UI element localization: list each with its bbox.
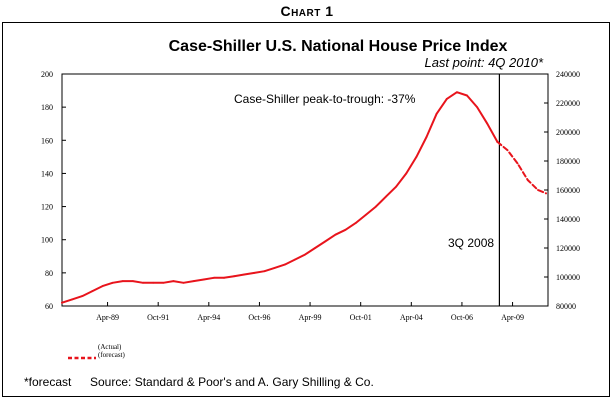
y-right-tick-label: 100000 [556, 273, 580, 282]
chart-frame [2, 22, 610, 397]
actual-point [334, 233, 337, 236]
y-left-tick-label: 200 [41, 70, 53, 79]
series-line-forecast [496, 140, 547, 195]
actual-point [425, 136, 428, 138]
actual-point [415, 155, 418, 158]
chart-number-label: Chart 1 [280, 3, 334, 19]
peak-to-trough-annotation: Case-Shiller peak-to-trough: -37% [234, 92, 416, 106]
y-right-tick-label: 180000 [556, 157, 580, 166]
y-left-tick-label: 120 [41, 203, 53, 212]
actual-point [111, 281, 114, 284]
footnote-source: Source: Standard & Poor's and A. Gary Sh… [90, 375, 374, 389]
actual-point [131, 280, 134, 283]
actual-point [455, 91, 458, 94]
forecast-point [506, 149, 509, 152]
y-left-tick-label: 100 [41, 236, 53, 245]
actual-point [395, 185, 398, 188]
y-right-tick-label: 160000 [556, 186, 580, 195]
y-left-tick-label: 140 [41, 169, 53, 178]
actual-point [61, 301, 63, 304]
actual-point [91, 290, 94, 292]
forecast-point [545, 192, 547, 195]
series-line-actual [61, 91, 499, 304]
x-tick-label: Oct-06 [451, 313, 473, 322]
forecast-point [526, 179, 529, 181]
y-left-tick-label: 160 [41, 136, 53, 145]
footnote-forecast: *forecast [24, 375, 72, 389]
actual-point [212, 276, 215, 279]
y-left-tick-label: 60 [45, 302, 53, 311]
actual-point [364, 213, 367, 216]
vline-annotation: 3Q 2008 [448, 236, 494, 250]
actual-point [202, 278, 205, 281]
legend-forecast-label: (forecast) [98, 351, 125, 359]
actual-point [223, 276, 225, 279]
actual-point [243, 273, 246, 276]
y-right-tick-label: 80000 [556, 302, 576, 311]
actual-point [354, 222, 357, 225]
x-tick-label: Apr-09 [501, 313, 524, 322]
actual-point [435, 112, 438, 115]
x-tick-label: Oct-01 [350, 313, 372, 322]
actual-point [344, 228, 347, 231]
actual-point [405, 172, 408, 175]
actual-point [253, 271, 256, 274]
actual-point [486, 122, 489, 125]
actual-point [192, 280, 195, 283]
x-tick-label: Apr-94 [197, 313, 220, 322]
plot-area-border [61, 73, 549, 307]
chart-subtitle: Last point: 4Q 2010* [424, 55, 543, 70]
actual-point [283, 263, 286, 266]
y-right-tick-label: 140000 [556, 215, 580, 224]
actual-point [374, 205, 377, 208]
y-left-tick-label: 80 [45, 269, 53, 278]
legend-actual-label: (Actual) [98, 343, 122, 351]
actual-point [121, 280, 124, 283]
actual-point [293, 258, 296, 261]
actual-point [476, 106, 479, 109]
forecast-point [496, 141, 499, 143]
actual-point [101, 285, 104, 288]
x-tick-label: Oct-91 [147, 313, 169, 322]
actual-point [71, 298, 74, 301]
x-tick-label: Apr-04 [400, 313, 423, 322]
x-tick-label: Apr-99 [299, 313, 322, 322]
actual-point [182, 281, 185, 284]
y-right-tick-label: 220000 [556, 99, 580, 108]
actual-point [445, 97, 448, 100]
y-right-tick-label: 120000 [556, 244, 580, 253]
actual-point [263, 270, 266, 273]
forecast-point [516, 162, 519, 165]
x-tick-label: Oct-96 [248, 313, 270, 322]
y-left-tick-label: 180 [41, 103, 53, 112]
actual-point [304, 253, 306, 256]
actual-point [273, 266, 276, 269]
actual-point [142, 281, 144, 284]
actual-point [314, 247, 317, 249]
chart-title: Case-Shiller U.S. National House Price I… [169, 38, 508, 55]
actual-point [324, 240, 327, 243]
actual-point [385, 195, 387, 198]
y-right-tick-label: 240000 [556, 70, 580, 79]
actual-point [172, 280, 175, 283]
actual-point [466, 94, 468, 97]
actual-point [162, 281, 165, 284]
actual-point [152, 281, 155, 284]
y-right-tick-label: 200000 [556, 128, 580, 137]
actual-point [233, 275, 236, 278]
x-tick-label: Apr-89 [96, 313, 119, 322]
actual-point [81, 295, 84, 297]
forecast-point [536, 189, 539, 191]
